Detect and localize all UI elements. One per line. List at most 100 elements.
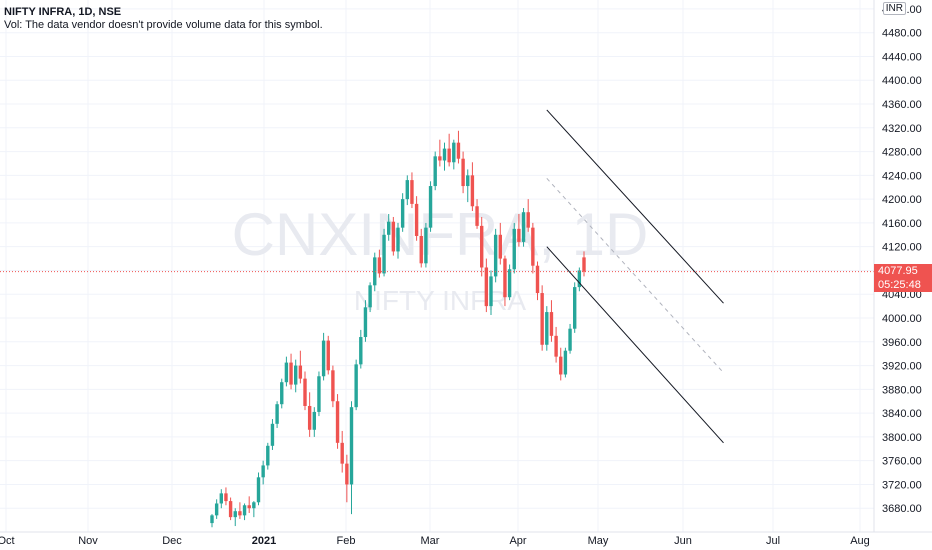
candle bbox=[475, 199, 479, 229]
candle bbox=[400, 193, 405, 232]
candle bbox=[275, 401, 279, 428]
x-tick-label: Jul bbox=[766, 535, 780, 547]
y-tick-label: 3960.00 bbox=[882, 337, 922, 349]
candle bbox=[349, 401, 354, 515]
y-tick-label: 4160.00 bbox=[882, 218, 922, 230]
x-tick-label: Feb bbox=[337, 535, 356, 547]
candle bbox=[238, 502, 242, 519]
y-tick-label: 4400.00 bbox=[882, 75, 922, 87]
channel-line[interactable] bbox=[546, 246, 724, 444]
y-tick-label: 4280.00 bbox=[882, 147, 922, 159]
x-tick-label: Aug bbox=[850, 535, 870, 547]
candle bbox=[307, 392, 312, 437]
candle bbox=[545, 306, 549, 351]
y-tick-label: 4000.00 bbox=[882, 313, 922, 325]
candle bbox=[424, 222, 428, 268]
candle bbox=[326, 335, 330, 375]
last-price-label: 4077.95 bbox=[874, 263, 932, 278]
candle bbox=[340, 430, 344, 473]
x-tick-label: May bbox=[588, 535, 609, 547]
candle bbox=[359, 329, 363, 369]
candle bbox=[396, 222, 400, 259]
candle bbox=[573, 282, 577, 333]
candle bbox=[461, 151, 465, 194]
x-tick-label: Jun bbox=[674, 535, 692, 547]
candle bbox=[470, 162, 475, 212]
candle bbox=[261, 460, 265, 485]
y-tick-label: 3840.00 bbox=[882, 408, 922, 420]
y-tick-label: 4480.00 bbox=[882, 28, 922, 40]
candle bbox=[447, 133, 451, 167]
candle bbox=[368, 282, 372, 313]
candle bbox=[535, 261, 540, 301]
candle bbox=[317, 371, 321, 417]
candle bbox=[321, 332, 326, 381]
x-tick-label: Oct bbox=[0, 535, 15, 547]
candle bbox=[531, 222, 535, 274]
candle bbox=[233, 508, 237, 527]
candle bbox=[219, 489, 223, 509]
y-tick-label: 4040.00 bbox=[882, 289, 922, 301]
candle bbox=[289, 353, 293, 390]
y-tick-label: 3920.00 bbox=[882, 361, 922, 373]
candle bbox=[456, 130, 461, 164]
candle bbox=[433, 151, 437, 191]
candle bbox=[442, 142, 447, 171]
candle bbox=[354, 359, 358, 411]
x-tick-label: Nov bbox=[78, 535, 98, 547]
candle bbox=[242, 503, 247, 521]
candle bbox=[549, 300, 554, 342]
candle bbox=[224, 487, 228, 506]
candle bbox=[405, 175, 409, 206]
candle bbox=[294, 359, 298, 393]
candle bbox=[252, 501, 256, 518]
watermark-name: NIFTY INFRA bbox=[354, 285, 526, 316]
volume-note: Vol: The data vendor doesn't provide vol… bbox=[4, 19, 323, 31]
candle bbox=[577, 267, 582, 292]
channel-line[interactable] bbox=[546, 109, 724, 304]
candle bbox=[559, 347, 563, 381]
y-tick-label: 4240.00 bbox=[882, 170, 922, 182]
price-axis: 4520.004480.004440.004400.004360.004320.… bbox=[882, 4, 922, 515]
candle bbox=[507, 264, 512, 301]
candle bbox=[498, 222, 502, 265]
candle bbox=[419, 228, 423, 268]
candle bbox=[312, 407, 316, 437]
y-tick-label: 3760.00 bbox=[882, 456, 922, 468]
x-tick-label: Mar bbox=[421, 535, 440, 547]
candle bbox=[517, 213, 521, 247]
candle bbox=[503, 255, 507, 307]
candle bbox=[489, 270, 493, 316]
candle bbox=[554, 326, 558, 363]
candle bbox=[526, 199, 530, 232]
x-tick-label: 2021 bbox=[252, 535, 276, 547]
candle bbox=[493, 228, 498, 283]
channel-midline[interactable] bbox=[546, 177, 724, 374]
chart-legend: NIFTY INFRA, 1D, NSE Vol: The data vendo… bbox=[4, 6, 323, 32]
candle bbox=[540, 285, 544, 351]
candle bbox=[484, 258, 489, 313]
y-tick-label: 4200.00 bbox=[882, 194, 922, 206]
candle bbox=[303, 371, 307, 411]
candle bbox=[214, 499, 219, 519]
candle bbox=[298, 350, 303, 384]
candle bbox=[363, 300, 368, 342]
currency-badge[interactable]: INR bbox=[882, 2, 906, 15]
x-tick-label: Dec bbox=[162, 535, 182, 547]
candle bbox=[452, 139, 456, 170]
y-tick-label: 3800.00 bbox=[882, 432, 922, 444]
candle bbox=[247, 496, 251, 513]
candle bbox=[331, 365, 335, 408]
candle bbox=[428, 181, 433, 232]
parallel-channel bbox=[546, 109, 724, 444]
x-tick-label: Apr bbox=[509, 535, 526, 547]
candle bbox=[345, 454, 349, 503]
candle bbox=[335, 394, 340, 449]
candle bbox=[466, 169, 470, 203]
symbol-title[interactable]: NIFTY INFRA, 1D, NSE bbox=[4, 6, 122, 18]
candle bbox=[256, 472, 261, 506]
candle bbox=[582, 251, 586, 277]
candle bbox=[438, 139, 442, 167]
candle bbox=[377, 249, 382, 278]
